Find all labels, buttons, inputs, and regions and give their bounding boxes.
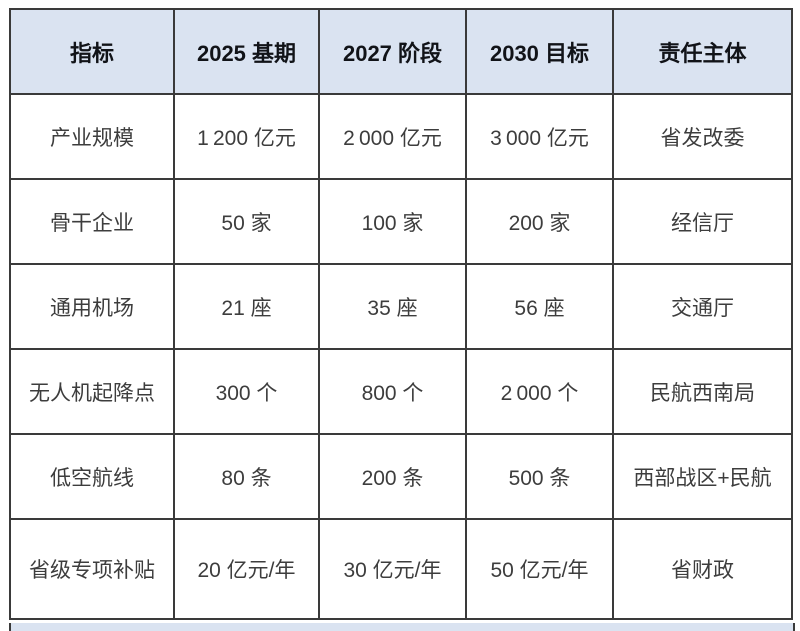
targets-table: 指标 2025 基期 2027 阶段 2030 目标 责任主体 产业规模 1 2… bbox=[9, 8, 793, 620]
table-row: 骨干企业 50 家 100 家 200 家 经信厅 bbox=[9, 178, 793, 265]
header-cell-2027-stage: 2027 阶段 bbox=[318, 8, 467, 95]
table-cell: 无人机起降点 bbox=[9, 348, 175, 435]
table-cell: 800 个 bbox=[318, 348, 467, 435]
table-row: 通用机场 21 座 35 座 56 座 交通厅 bbox=[9, 263, 793, 350]
table-cell: 30 亿元/年 bbox=[318, 518, 467, 620]
table-cell: 产业规模 bbox=[9, 93, 175, 180]
table-row: 省级专项补贴 20 亿元/年 30 亿元/年 50 亿元/年 省财政 bbox=[9, 518, 793, 620]
table-cell: 1 200 亿元 bbox=[173, 93, 320, 180]
table-cell: 西部战区+民航 bbox=[612, 433, 793, 520]
table-cell: 省发改委 bbox=[612, 93, 793, 180]
table-cell: 低空航线 bbox=[9, 433, 175, 520]
table-cell: 省级专项补贴 bbox=[9, 518, 175, 620]
table-cell: 200 家 bbox=[465, 178, 614, 265]
table-row: 低空航线 80 条 200 条 500 条 西部战区+民航 bbox=[9, 433, 793, 520]
table-cell: 200 条 bbox=[318, 433, 467, 520]
table-cell: 交通厅 bbox=[612, 263, 793, 350]
table-cell: 50 亿元/年 bbox=[465, 518, 614, 620]
next-row-partial-strip bbox=[9, 623, 795, 631]
table-cell: 35 座 bbox=[318, 263, 467, 350]
table-cell: 80 条 bbox=[173, 433, 320, 520]
header-cell-2025-base: 2025 基期 bbox=[173, 8, 320, 95]
table-cell: 50 家 bbox=[173, 178, 320, 265]
table-cell: 2 000 个 bbox=[465, 348, 614, 435]
table-cell: 省财政 bbox=[612, 518, 793, 620]
header-cell-2030-target: 2030 目标 bbox=[465, 8, 614, 95]
table-cell: 2 000 亿元 bbox=[318, 93, 467, 180]
table-cell: 3 000 亿元 bbox=[465, 93, 614, 180]
header-cell-responsible: 责任主体 bbox=[612, 8, 793, 95]
header-cell-indicator: 指标 bbox=[9, 8, 175, 95]
table-cell: 21 座 bbox=[173, 263, 320, 350]
table-cell: 56 座 bbox=[465, 263, 614, 350]
header-row: 指标 2025 基期 2027 阶段 2030 目标 责任主体 bbox=[9, 8, 793, 95]
table-cell: 20 亿元/年 bbox=[173, 518, 320, 620]
table-cell: 经信厅 bbox=[612, 178, 793, 265]
table-cell: 骨干企业 bbox=[9, 178, 175, 265]
table-row: 无人机起降点 300 个 800 个 2 000 个 民航西南局 bbox=[9, 348, 793, 435]
table-cell: 100 家 bbox=[318, 178, 467, 265]
table-cell: 通用机场 bbox=[9, 263, 175, 350]
table-cell: 民航西南局 bbox=[612, 348, 793, 435]
table-cell: 300 个 bbox=[173, 348, 320, 435]
table-row: 产业规模 1 200 亿元 2 000 亿元 3 000 亿元 省发改委 bbox=[9, 93, 793, 180]
table-cell: 500 条 bbox=[465, 433, 614, 520]
